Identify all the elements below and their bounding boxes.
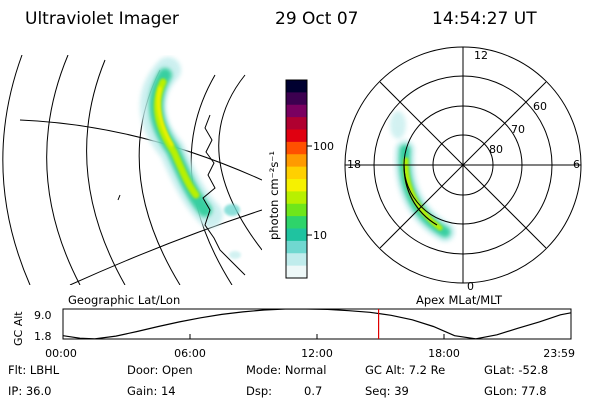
timeline-xtick-label: 06:00 xyxy=(174,347,206,360)
colorbar-swatch xyxy=(286,265,307,279)
mlt-label-12: 12 xyxy=(474,49,488,62)
status-door: Door: Open xyxy=(127,363,193,377)
status-ip: IP: 36.0 xyxy=(8,384,51,398)
status-dsp-value: 0.7 xyxy=(304,384,322,398)
timeline-x-ticks: 00:00 06:00 12:00 18:00 23:59 xyxy=(45,334,575,360)
status-glon: GLon: 77.8 xyxy=(484,384,547,398)
colorbar-swatch xyxy=(286,154,307,168)
status-gc-alt: GC Alt: 7.2 Re xyxy=(365,363,445,377)
mlt-label-0: 0 xyxy=(467,280,474,293)
status-grid: Flt: LBHL IP: 36.0 Door: Open Gain: 14 M… xyxy=(8,363,548,398)
colorbar-swatch xyxy=(286,80,307,93)
instrument-title: Ultraviolet Imager xyxy=(25,9,179,29)
altitude-timeline: GC Alt 9.0 1.8 00:00 06:00 12:00 18:00 23:59 xyxy=(12,308,575,360)
latitude-arcs xyxy=(2,55,262,285)
mlat-label-80: 80 xyxy=(489,143,503,156)
geographic-map-panel xyxy=(2,55,262,285)
colorbar-tick-100: 100 xyxy=(313,140,334,153)
date-label: 29 Oct 07 xyxy=(275,9,358,29)
colorbar-swatch xyxy=(286,141,307,155)
colorbar-swatch xyxy=(286,92,307,106)
colorbar-swatch xyxy=(286,179,307,192)
coastline xyxy=(117,114,246,276)
mlat-label-70: 70 xyxy=(511,123,525,136)
timeline-xtick-label: 23:59 xyxy=(543,347,575,360)
time-label: 14:54:27 UT xyxy=(432,9,537,29)
status-glat: GLat: -52.8 xyxy=(484,363,548,377)
polar-dial-panel: 12 18 6 0 60 70 80 xyxy=(344,46,582,293)
apex-panel-label: Apex MLat/MLT xyxy=(416,293,503,307)
timeline-xtick-label: 18:00 xyxy=(428,347,460,360)
colorbar-scale xyxy=(286,80,307,279)
mlt-label-6: 6 xyxy=(573,158,580,171)
colorbar-swatch xyxy=(286,104,307,118)
colorbar-swatch xyxy=(286,191,307,205)
timeline-ytick-min: 1.8 xyxy=(34,330,52,343)
timeline-ytick-max: 9.0 xyxy=(34,309,52,322)
colorbar-swatch xyxy=(286,240,307,254)
status-seq: Seq: 39 xyxy=(365,384,409,398)
status-gain: Gain: 14 xyxy=(127,384,176,398)
status-mode: Mode: Normal xyxy=(246,363,326,377)
colorbar-swatch xyxy=(286,166,307,180)
status-filter: Flt: LBHL xyxy=(8,363,60,377)
mlat-label-60: 60 xyxy=(533,100,547,113)
timeline-xtick-label: 00:00 xyxy=(45,347,77,360)
colorbar-swatch xyxy=(286,129,307,143)
polar-grid xyxy=(344,46,582,284)
altitude-series-line xyxy=(63,309,571,339)
colorbar-swatch xyxy=(286,253,307,267)
aurora-left xyxy=(140,57,241,259)
terminator-arc xyxy=(403,164,438,226)
colorbar-swatch xyxy=(286,216,307,230)
timeline-ylabel: GC Alt xyxy=(12,311,25,346)
status-dsp-label: Dsp: xyxy=(246,384,272,398)
colorbar-unit-label: photon cm⁻²s⁻¹ xyxy=(267,151,281,240)
colorbar: 100 10 photon cm⁻²s⁻¹ xyxy=(267,79,334,279)
longitude-lines xyxy=(19,119,262,285)
colorbar-swatch xyxy=(286,203,307,217)
aurora-right xyxy=(390,111,455,242)
colorbar-swatch xyxy=(286,228,307,242)
colorbar-tick-10: 10 xyxy=(313,229,327,242)
colorbar-swatch xyxy=(286,117,307,131)
mlt-label-18: 18 xyxy=(347,158,361,171)
timeline-xtick-label: 12:00 xyxy=(301,347,333,360)
geographic-panel-label: Geographic Lat/Lon xyxy=(68,293,180,307)
